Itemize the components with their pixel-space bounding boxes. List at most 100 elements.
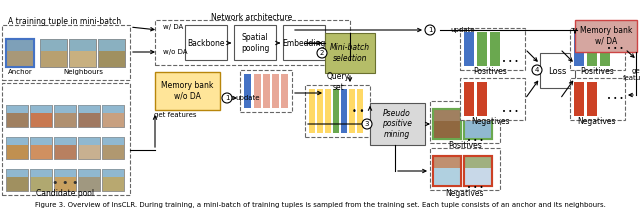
Text: Loss: Loss <box>548 66 566 75</box>
Bar <box>464 156 492 186</box>
Bar <box>54 105 76 127</box>
Bar <box>433 109 461 139</box>
Bar <box>2 83 130 195</box>
Bar <box>30 169 52 177</box>
Bar <box>587 82 597 116</box>
Bar <box>102 169 124 191</box>
Bar <box>30 105 52 127</box>
Bar <box>102 137 124 145</box>
Bar <box>54 105 76 127</box>
Bar <box>98 39 125 51</box>
Text: Network architecture: Network architecture <box>211 14 292 23</box>
Bar <box>6 137 28 159</box>
Bar <box>283 25 325 60</box>
Bar <box>30 105 52 127</box>
Bar <box>433 168 461 186</box>
Bar <box>477 32 487 66</box>
Bar <box>325 89 331 133</box>
Text: Mini-batch
selection: Mini-batch selection <box>330 43 370 63</box>
Circle shape <box>425 25 435 35</box>
Bar <box>281 74 288 108</box>
Bar <box>325 33 375 73</box>
Bar <box>574 82 584 116</box>
Text: 3: 3 <box>365 121 369 127</box>
Text: Memory bank
w/o DA: Memory bank w/o DA <box>161 81 213 101</box>
Bar <box>600 32 610 66</box>
Bar <box>341 89 347 133</box>
Bar <box>54 169 76 191</box>
Bar <box>6 105 28 127</box>
Bar <box>78 137 100 145</box>
Bar <box>102 105 124 113</box>
Bar <box>460 28 525 70</box>
Text: Neighbours: Neighbours <box>63 69 103 75</box>
Bar <box>40 39 67 51</box>
Text: • • •: • • • <box>467 138 483 144</box>
Bar <box>69 39 96 67</box>
Bar <box>78 105 100 113</box>
Bar <box>570 28 625 70</box>
Bar <box>540 53 575 88</box>
Text: 2: 2 <box>320 50 324 56</box>
Text: w/o DA: w/o DA <box>163 49 188 55</box>
Bar <box>69 39 96 67</box>
Bar <box>30 169 52 191</box>
Bar <box>349 89 355 133</box>
Bar <box>78 169 100 191</box>
Bar <box>430 101 500 143</box>
Bar <box>309 89 315 133</box>
Bar <box>54 137 76 145</box>
Bar <box>575 20 637 52</box>
Bar <box>102 169 124 177</box>
Bar <box>54 137 76 159</box>
Bar <box>6 169 28 191</box>
Bar <box>305 85 370 137</box>
Text: get
features: get features <box>623 69 640 81</box>
Text: Positives: Positives <box>473 68 507 77</box>
Bar <box>30 105 52 113</box>
Text: • • •: • • • <box>607 96 623 102</box>
Text: • •: • • <box>352 106 364 115</box>
Text: • • •: • • • <box>502 109 518 115</box>
Bar <box>317 89 323 133</box>
Bar <box>433 156 461 186</box>
Circle shape <box>362 119 372 129</box>
Bar <box>54 169 76 177</box>
Bar <box>30 137 52 159</box>
Text: 1: 1 <box>428 27 432 33</box>
Text: Embedding: Embedding <box>282 38 326 48</box>
Bar <box>357 89 363 133</box>
Bar <box>98 39 125 67</box>
Bar <box>30 137 52 159</box>
Text: • • •: • • • <box>52 178 78 188</box>
Bar <box>464 109 492 139</box>
Text: 4: 4 <box>535 67 539 73</box>
Bar <box>263 74 270 108</box>
Bar <box>6 39 34 67</box>
Bar <box>102 169 124 191</box>
Bar <box>102 105 124 127</box>
Bar <box>54 137 76 159</box>
Text: Backbone: Backbone <box>188 38 225 48</box>
Bar <box>333 89 339 133</box>
Text: Candidate pool: Candidate pool <box>36 189 94 198</box>
Bar <box>6 137 28 145</box>
Bar <box>6 169 28 177</box>
Bar <box>6 169 28 191</box>
Bar <box>78 169 100 191</box>
Bar <box>464 109 492 139</box>
Bar <box>464 168 492 186</box>
Bar <box>6 51 34 67</box>
Bar <box>433 109 461 139</box>
Bar <box>6 105 28 127</box>
Bar <box>78 105 100 127</box>
Bar <box>6 39 34 51</box>
Bar <box>370 103 425 145</box>
Bar <box>98 39 125 67</box>
Text: Positives: Positives <box>448 141 482 150</box>
Text: Positives: Positives <box>580 68 614 77</box>
Bar <box>78 137 100 159</box>
Bar <box>464 121 492 139</box>
Text: Figure 3. Overview of InsCLR. During training, a mini-batch of training tuples i: Figure 3. Overview of InsCLR. During tra… <box>35 202 605 208</box>
Bar <box>244 74 251 108</box>
